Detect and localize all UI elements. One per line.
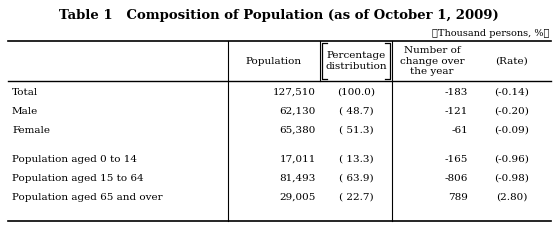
Text: 62,130: 62,130	[280, 107, 316, 116]
Text: （Thousand persons, %）: （Thousand persons, %）	[432, 28, 549, 38]
Text: (-0.96): (-0.96)	[494, 155, 529, 164]
Text: ( 22.7): ( 22.7)	[339, 193, 373, 202]
Text: 17,011: 17,011	[280, 155, 316, 164]
Text: (Rate): (Rate)	[495, 57, 528, 65]
Text: -121: -121	[444, 107, 468, 116]
Text: Population aged 65 and over: Population aged 65 and over	[12, 193, 163, 202]
Text: Table 1   Composition of Population (as of October 1, 2009): Table 1 Composition of Population (as of…	[59, 8, 499, 22]
Text: (100.0): (100.0)	[337, 88, 375, 97]
Text: (-0.98): (-0.98)	[494, 174, 529, 183]
Text: ( 51.3): ( 51.3)	[339, 126, 373, 135]
Text: (2.80): (2.80)	[496, 193, 527, 202]
Text: (-0.09): (-0.09)	[494, 126, 529, 135]
Text: ( 48.7): ( 48.7)	[339, 107, 373, 116]
Text: (-0.14): (-0.14)	[494, 88, 529, 97]
Text: ( 13.3): ( 13.3)	[339, 155, 373, 164]
Text: ( 63.9): ( 63.9)	[339, 174, 373, 183]
Text: Number of
change over
the year: Number of change over the year	[400, 46, 465, 76]
Text: Female: Female	[12, 126, 50, 135]
Text: 789: 789	[448, 193, 468, 202]
Text: Population aged 15 to 64: Population aged 15 to 64	[12, 174, 144, 183]
Text: 81,493: 81,493	[280, 174, 316, 183]
Text: (-0.20): (-0.20)	[494, 107, 529, 116]
Text: 29,005: 29,005	[280, 193, 316, 202]
Text: Percentage
distribution: Percentage distribution	[325, 51, 387, 71]
Text: 65,380: 65,380	[280, 126, 316, 135]
Text: 127,510: 127,510	[273, 88, 316, 97]
Text: Population: Population	[246, 57, 302, 65]
Text: -165: -165	[444, 155, 468, 164]
Text: Total: Total	[12, 88, 38, 97]
Text: Male: Male	[12, 107, 38, 116]
Text: -183: -183	[444, 88, 468, 97]
Text: Population aged 0 to 14: Population aged 0 to 14	[12, 155, 137, 164]
Text: -806: -806	[444, 174, 468, 183]
Text: -61: -61	[451, 126, 468, 135]
